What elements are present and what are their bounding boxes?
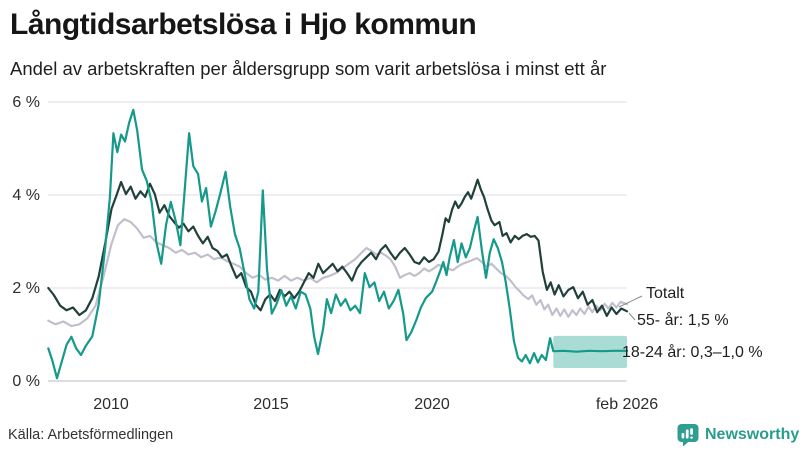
source-credit: Källa: Arbetsförmedlingen — [8, 427, 174, 443]
page-title: Långtidsarbetslösa i Hjo kommun — [10, 8, 477, 41]
y-tick-6: 6 % — [12, 94, 40, 111]
annotation-55-ar: 55- år: 1,5 % — [637, 311, 729, 329]
series-line-totalt — [47, 218, 629, 328]
series-line-55-ar — [47, 178, 629, 317]
55-ar-leader-line — [628, 312, 636, 321]
newsworthy-brand: Newsworthy — [677, 423, 799, 447]
annotation-18-24-ar: 18-24 år: 0,3–1,0 % — [622, 343, 763, 361]
brand-name: Newsworthy — [705, 426, 800, 443]
annotation-totalt: Totalt — [646, 285, 685, 302]
x-tick-2015: 2015 — [253, 396, 289, 413]
series-line-18-24-ar — [47, 108, 629, 380]
x-tick-2010: 2010 — [93, 396, 129, 413]
y-tick-0: 0 % — [12, 373, 40, 390]
page-subtitle: Andel av arbetskraften per åldersgrupp s… — [10, 58, 607, 79]
totalt-leader-line — [618, 295, 643, 308]
bar-chart-speech-bubble-icon — [677, 424, 699, 447]
plot-area — [47, 101, 629, 382]
x-tick-2020: 2020 — [414, 396, 450, 413]
x-tick-feb-2026: feb 2026 — [596, 396, 658, 413]
forecast-band — [553, 335, 628, 368]
y-tick-2: 2 % — [12, 280, 40, 297]
y-tick-4: 4 % — [12, 187, 40, 204]
